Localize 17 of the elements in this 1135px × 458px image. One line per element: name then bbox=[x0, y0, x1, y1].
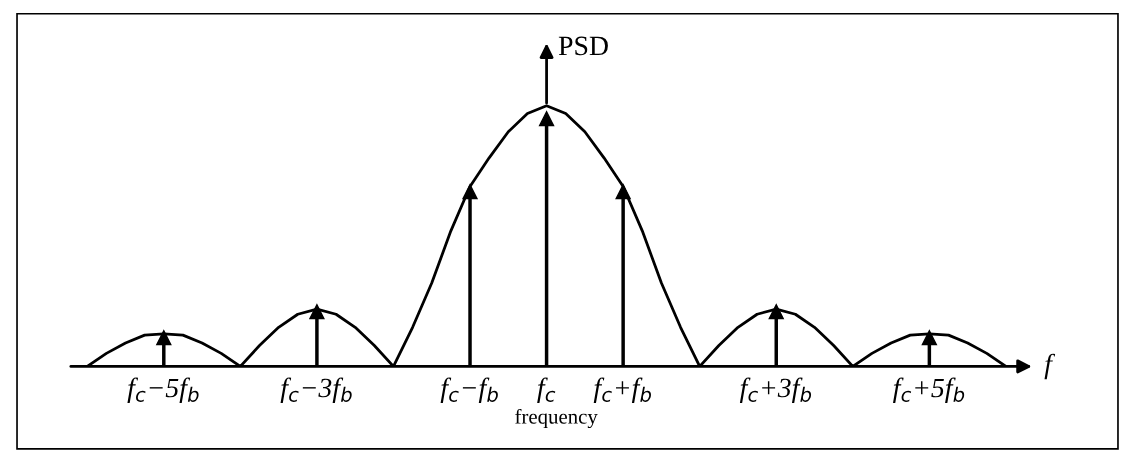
x-tick-label: f$_{c}$−5f$_{b}$ bbox=[127, 377, 199, 403]
point bbox=[615, 184, 631, 200]
point bbox=[156, 330, 172, 346]
x-tick-label: f$_{c}$+5f$_{b}$ bbox=[893, 377, 965, 403]
text: f bbox=[1044, 353, 1056, 380]
point bbox=[768, 304, 784, 320]
point bbox=[538, 111, 555, 127]
x-axis-title: frequency bbox=[515, 408, 598, 429]
point bbox=[309, 304, 325, 320]
point bbox=[462, 184, 478, 200]
x-tick-label: f$_{c}$−3f$_{b}$ bbox=[280, 377, 352, 403]
x-tick-label: f$_{c}$+f$_{b}$ bbox=[593, 377, 651, 403]
point bbox=[921, 330, 938, 346]
x-tick-label: f$_{c}$−f$_{b}$ bbox=[440, 377, 498, 403]
x-tick-label: f$_{c}$ bbox=[537, 377, 556, 403]
y-axis-title: PSD bbox=[558, 36, 608, 56]
x-tick-label: f$_{c}$+3f$_{b}$ bbox=[739, 377, 812, 403]
